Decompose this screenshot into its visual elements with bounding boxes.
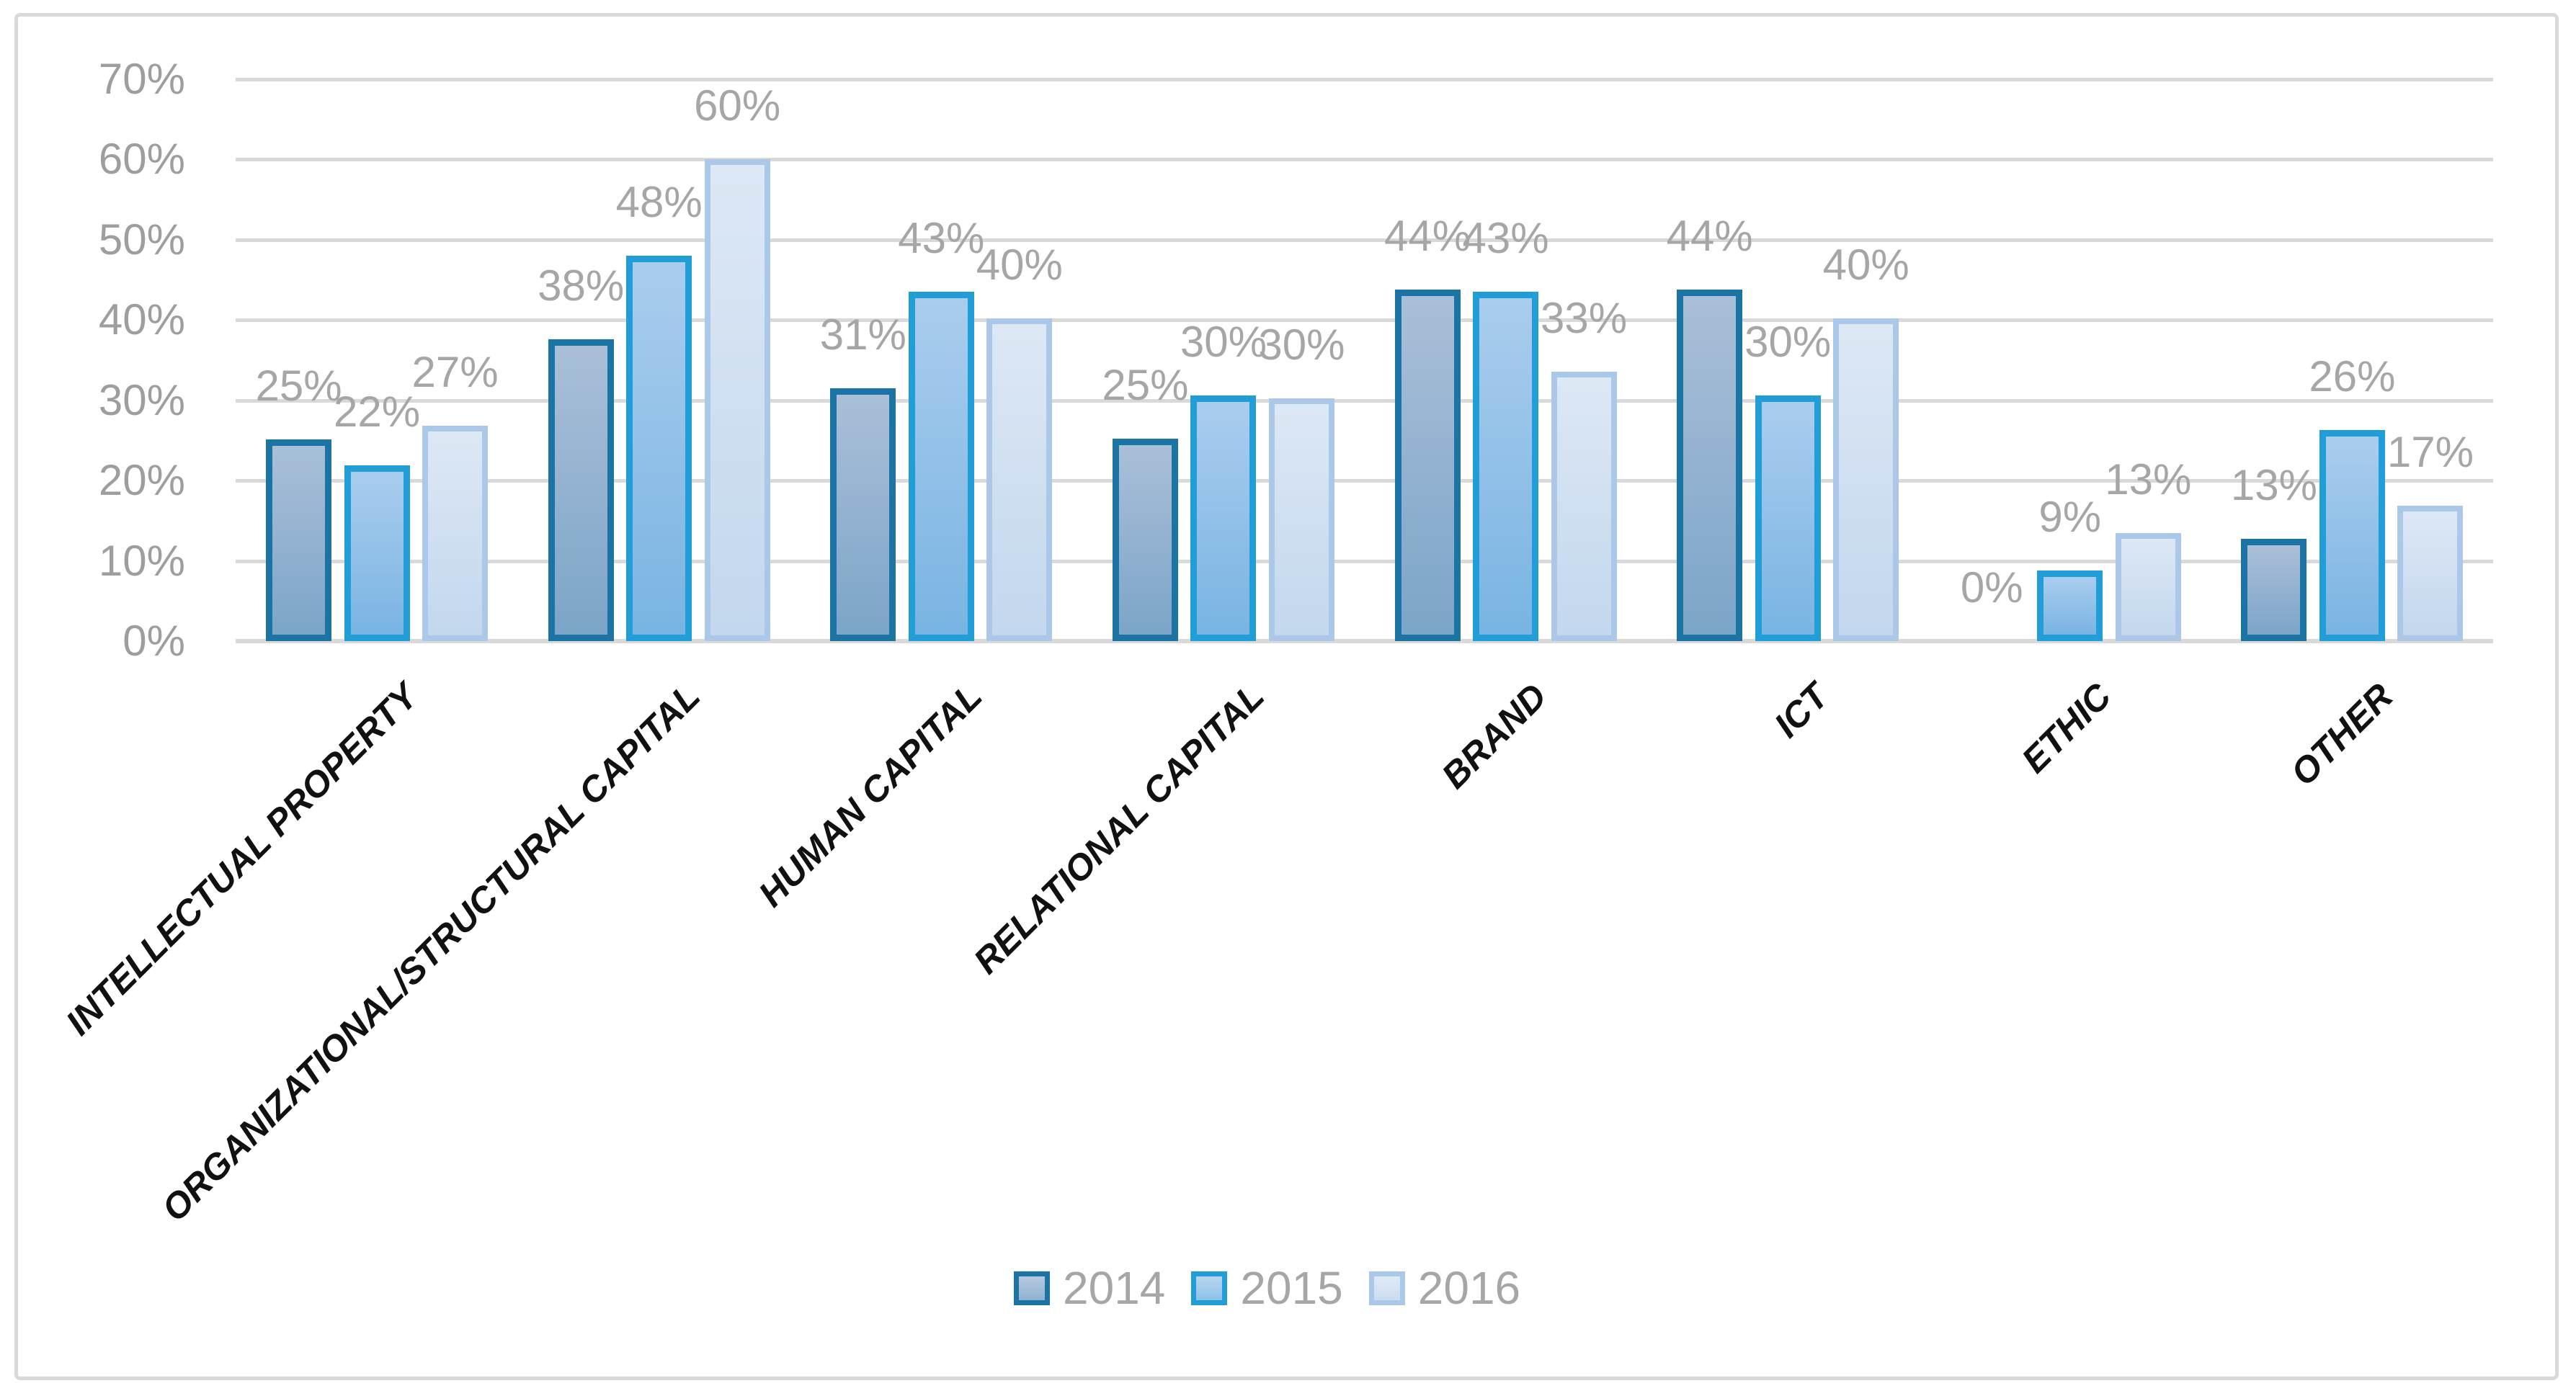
legend-swatch-2016: [1368, 1271, 1405, 1305]
data-label: 30%: [1744, 318, 1832, 367]
data-label: 27%: [411, 348, 499, 397]
bar-2014-human-capital: [830, 388, 896, 641]
bar-2014-relational-capital: [1112, 439, 1178, 641]
bar-2015-intellectual-property: [344, 465, 410, 641]
bar-2015-relational-capital: [1190, 395, 1257, 641]
bar-2016-ethic: [2115, 532, 2181, 641]
data-label: 48%: [615, 178, 703, 227]
data-label: 40%: [976, 241, 1063, 290]
data-label: 33%: [1540, 293, 1628, 342]
bar-2016-relational-capital: [1268, 398, 1334, 641]
data-label: 30%: [1180, 318, 1267, 367]
gridline: [236, 77, 2493, 81]
bar-2015-brand: [1473, 292, 1538, 641]
bar-2016-intellectual-property: [422, 426, 488, 641]
legend: 2014 2015 2016: [1014, 1263, 1546, 1313]
bar-2014-brand: [1394, 289, 1461, 641]
y-axis-tick-label: 60%: [98, 135, 185, 184]
bar-2016-ict: [1833, 318, 1899, 641]
data-label: 9%: [2038, 492, 2102, 541]
bar-2015-ethic: [2037, 570, 2103, 641]
y-axis-tick-label: 20%: [98, 456, 185, 505]
y-axis-tick-label: 0%: [122, 617, 185, 665]
data-label: 13%: [2105, 455, 2192, 504]
legend-label: 2015: [1240, 1262, 1343, 1314]
y-axis-tick-label: 30%: [98, 375, 185, 424]
data-label: 38%: [538, 261, 625, 310]
bar-2016-organizational-structural-capital: [704, 159, 770, 641]
data-label: 31%: [819, 310, 906, 359]
data-label: 22%: [333, 387, 421, 436]
data-label: 25%: [255, 362, 342, 411]
gridline: [236, 158, 2493, 162]
legend-swatch-2015: [1191, 1271, 1228, 1305]
data-label: 43%: [1462, 214, 1549, 263]
y-axis-tick-label: 50%: [98, 215, 185, 264]
data-label: 60%: [694, 81, 781, 130]
bar-2014-intellectual-property: [266, 439, 331, 641]
legend-label: 2014: [1063, 1262, 1166, 1314]
y-axis-tick-label: 40%: [98, 295, 185, 344]
bar-2015-human-capital: [908, 292, 974, 641]
y-axis-tick-label: 10%: [98, 536, 185, 585]
data-label: 13%: [2230, 461, 2317, 510]
legend-swatch-2014: [1014, 1271, 1050, 1305]
gridline: [236, 479, 2493, 483]
y-axis-tick-label: 70%: [98, 54, 185, 103]
bar-2015-other: [2319, 429, 2385, 641]
gridline: [236, 238, 2493, 242]
x-axis-line: [236, 639, 2493, 643]
chart-border-frame: [14, 13, 2559, 1380]
gridline: [236, 398, 2493, 403]
data-label: 17%: [2386, 427, 2474, 476]
bar-2016-other: [2397, 505, 2464, 641]
legend-item-2014: 2014: [1014, 1263, 1165, 1313]
bar-2016-human-capital: [986, 318, 1053, 641]
bar-2015-ict: [1755, 395, 1821, 641]
bar-2014-organizational-structural-capital: [548, 339, 614, 641]
data-label: 40%: [1822, 241, 1909, 290]
bar-2014-other: [2241, 539, 2307, 641]
data-label: 43%: [898, 214, 985, 263]
data-label: 0%: [1960, 563, 2023, 612]
data-label: 25%: [1102, 361, 1189, 410]
gridline: [236, 318, 2493, 323]
data-label: 26%: [2309, 352, 2396, 401]
bar-2015-organizational-structural-capital: [626, 256, 692, 641]
data-label: 44%: [1383, 211, 1471, 260]
bar-2016-brand: [1551, 371, 1617, 641]
bar-2014-ict: [1677, 289, 1743, 641]
legend-item-2015: 2015: [1191, 1262, 1343, 1314]
gridline: [236, 559, 2493, 563]
legend-label: 2016: [1417, 1262, 1521, 1314]
legend-item-2016: 2016: [1368, 1262, 1521, 1314]
data-label: 30%: [1258, 321, 1345, 370]
data-label: 44%: [1666, 211, 1753, 260]
